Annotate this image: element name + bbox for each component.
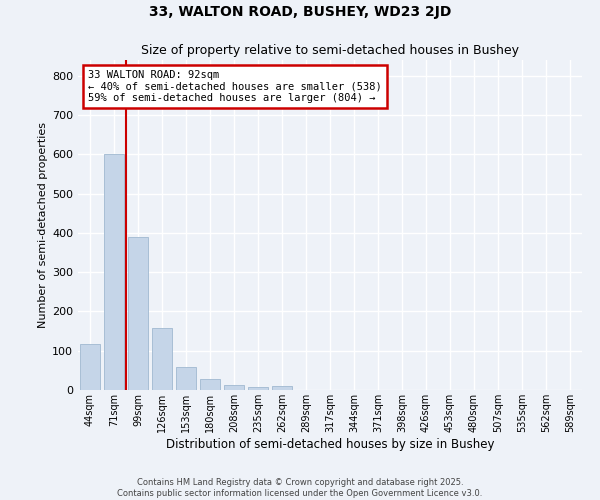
Bar (128, 237, 148, 390)
Bar (176, 367, 196, 390)
Bar (224, 384, 244, 390)
Bar (200, 379, 220, 390)
Bar (272, 386, 292, 390)
Text: Contains HM Land Registry data © Crown copyright and database right 2025.
Contai: Contains HM Land Registry data © Crown c… (118, 478, 482, 498)
Title: Size of property relative to semi-detached houses in Bushey: Size of property relative to semi-detach… (141, 44, 519, 58)
X-axis label: Distribution of semi-detached houses by size in Bushey: Distribution of semi-detached houses by … (166, 438, 494, 450)
Y-axis label: Number of semi-detached properties: Number of semi-detached properties (38, 122, 48, 328)
Bar (104, 154, 124, 390)
Bar (248, 387, 268, 390)
Text: 33, WALTON ROAD, BUSHEY, WD23 2JD: 33, WALTON ROAD, BUSHEY, WD23 2JD (149, 5, 451, 19)
Bar (80, 344, 100, 390)
Text: 33 WALTON ROAD: 92sqm
← 40% of semi-detached houses are smaller (538)
59% of sem: 33 WALTON ROAD: 92sqm ← 40% of semi-deta… (88, 70, 382, 103)
Bar (152, 328, 172, 390)
